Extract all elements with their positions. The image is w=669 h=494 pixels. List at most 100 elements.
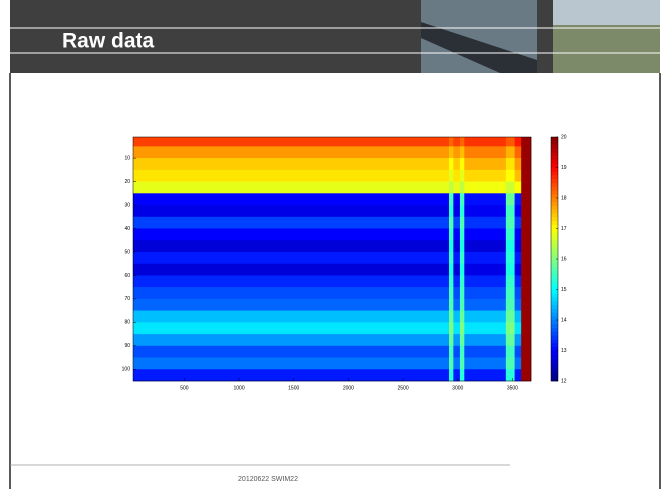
heat-cell: [453, 334, 460, 346]
colorbar-step: [551, 354, 558, 358]
y-tick-label: 70: [124, 296, 130, 302]
heat-cell: [133, 229, 449, 241]
heat-cell: [460, 170, 465, 182]
x-tick-label: 3000: [452, 385, 463, 391]
heat-cell: [521, 311, 531, 323]
colorbar-step: [551, 290, 558, 294]
heat-cell: [506, 311, 515, 323]
heat-cell: [460, 158, 465, 170]
y-tick-label: 50: [124, 249, 130, 255]
heat-cell: [449, 311, 454, 323]
slide-title: Raw data: [62, 30, 155, 53]
heat-cell: [460, 182, 465, 194]
x-tick-label: 2000: [343, 385, 354, 391]
heat-cell: [133, 287, 449, 299]
colorbar-step: [551, 343, 558, 347]
heat-cell: [133, 158, 449, 170]
heat-cell: [506, 334, 515, 346]
heat-cell: [464, 240, 506, 252]
heat-cell: [449, 205, 454, 217]
colorbar-tick-label: 20: [561, 134, 567, 140]
heat-cell: [506, 170, 515, 182]
heat-cell: [453, 275, 460, 287]
heat-cell: [449, 146, 454, 158]
heat-cell: [133, 170, 449, 182]
heat-cell: [460, 358, 465, 370]
heat-cell: [506, 346, 515, 358]
heat-cell: [515, 182, 522, 194]
heat-cell: [521, 322, 531, 334]
heat-cell: [453, 252, 460, 264]
heat-cell: [515, 158, 522, 170]
heat-cell: [460, 217, 465, 229]
heat-cell: [133, 311, 449, 323]
heat-cell: [133, 205, 449, 217]
heat-cell: [453, 229, 460, 241]
heat-cell: [506, 252, 515, 264]
heat-cell: [453, 182, 460, 194]
heat-cell: [506, 275, 515, 287]
heat-cell: [464, 275, 506, 287]
colorbar-step: [551, 164, 558, 168]
colorbar-tick-label: 16: [561, 256, 567, 262]
heat-cell: [460, 193, 465, 205]
heat-cell: [453, 193, 460, 205]
heat-cell: [453, 287, 460, 299]
y-tick-label: 100: [122, 367, 131, 373]
heat-cell: [449, 158, 454, 170]
colorbar-step: [551, 213, 558, 217]
heat-cell: [515, 264, 522, 276]
heat-cell: [464, 322, 506, 334]
colorbar-step: [551, 232, 558, 236]
colorbar-tick-label: 17: [561, 226, 567, 232]
heat-cell: [464, 287, 506, 299]
heat-cell: [449, 287, 454, 299]
heat-cell: [464, 217, 506, 229]
heat-cell: [521, 240, 531, 252]
heat-cell: [453, 240, 460, 252]
heat-cell: [133, 240, 449, 252]
heat-cell: [464, 299, 506, 311]
heat-cell: [449, 299, 454, 311]
colorbar-tick-label: 18: [561, 195, 567, 201]
heat-cell: [515, 299, 522, 311]
colorbar-step: [551, 225, 558, 229]
colorbar-step: [551, 259, 558, 263]
heat-cell: [449, 182, 454, 194]
colorbar-tick-label: 13: [561, 348, 567, 354]
heat-cell: [133, 217, 449, 229]
colorbar-tick-label: 14: [561, 317, 567, 323]
x-tick-label: 2500: [398, 385, 409, 391]
heat-cell: [521, 217, 531, 229]
heat-cell: [506, 287, 515, 299]
heat-cell: [449, 137, 454, 147]
heat-cell: [449, 275, 454, 287]
heat-cell: [460, 240, 465, 252]
heat-cell: [460, 322, 465, 334]
heat-cell: [515, 137, 522, 147]
heat-cell: [460, 299, 465, 311]
colorbar-step: [551, 255, 558, 259]
heat-cell: [133, 193, 449, 205]
heat-cell: [515, 346, 522, 358]
x-tick-label: 1500: [288, 385, 299, 391]
heat-cell: [453, 137, 460, 147]
heat-cell: [453, 358, 460, 370]
y-tick-label: 60: [124, 273, 130, 279]
colorbar-tick-label: 12: [561, 378, 567, 384]
heat-cell: [506, 182, 515, 194]
heat-cell: [453, 346, 460, 358]
heat-cell: [464, 158, 506, 170]
colorbar-step: [551, 309, 558, 313]
heat-cell: [460, 311, 465, 323]
page: Raw data 20120622 SWIM22 500100015002000…: [0, 0, 669, 489]
heat-cell: [133, 369, 449, 381]
heat-cell: [464, 137, 506, 147]
colorbar-step: [551, 316, 558, 320]
heat-cell: [464, 193, 506, 205]
heat-cell: [521, 369, 531, 381]
heat-cell: [133, 334, 449, 346]
heat-cell: [521, 346, 531, 358]
heat-cell: [453, 311, 460, 323]
heat-cell: [515, 205, 522, 217]
